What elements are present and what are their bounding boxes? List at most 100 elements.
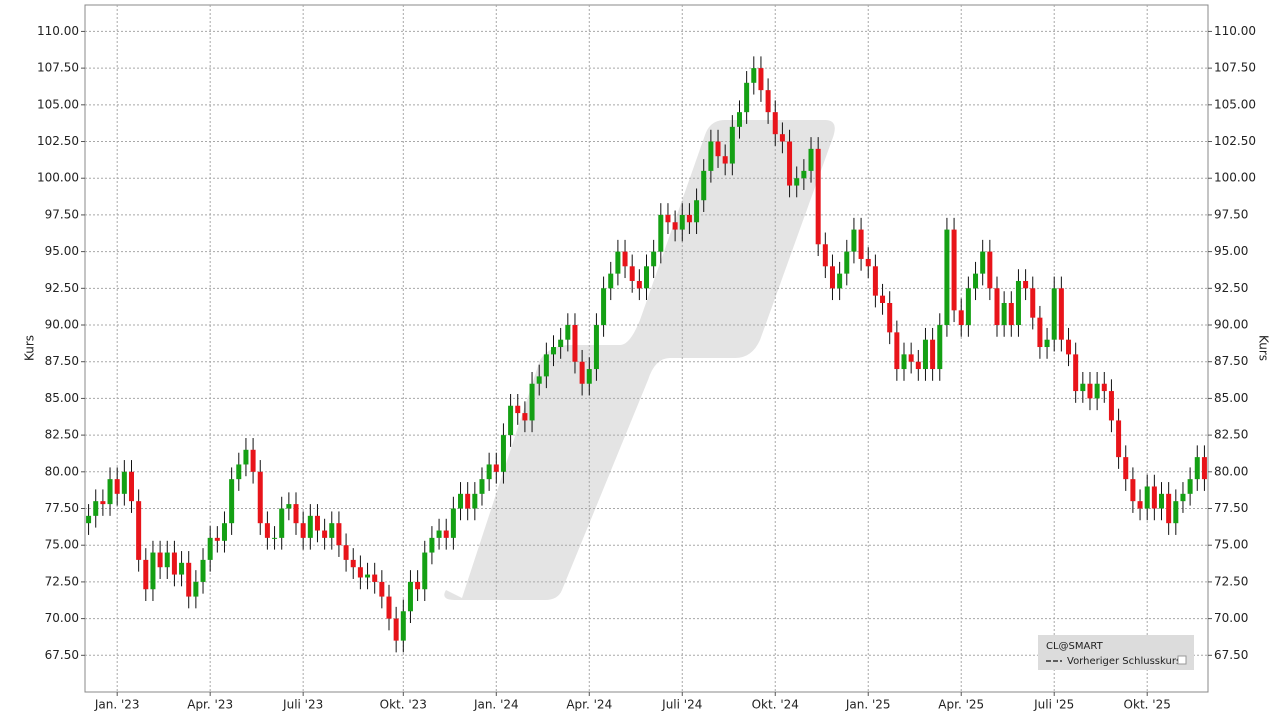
candle-body (128, 471, 134, 502)
candle-body (736, 112, 742, 127)
candle-body (729, 126, 735, 164)
candle-body (114, 479, 120, 494)
candle-body (422, 552, 428, 590)
candle-body (171, 552, 177, 575)
candle-body (1094, 383, 1100, 399)
candle-body (558, 339, 564, 348)
candle-body (973, 273, 979, 289)
x-tick-label: Jan. '24 (473, 698, 519, 712)
y2-tick-label: 110.00 (1214, 24, 1256, 38)
y-tick-label: 110.00 (37, 24, 79, 38)
candle-body (822, 244, 828, 267)
candle-body (93, 501, 99, 516)
candle-body (386, 596, 392, 619)
watermark (444, 120, 835, 600)
candle-body (415, 581, 421, 590)
y-tick-label: 77.50 (45, 501, 79, 515)
candle-body (865, 258, 871, 267)
candle-body (207, 537, 213, 560)
candle-body (880, 295, 886, 303)
y2-tick-label: 102.50 (1214, 134, 1256, 148)
candle-body (1087, 383, 1093, 399)
y2-tick-label: 80.00 (1214, 464, 1248, 478)
y2-tick-label: 70.00 (1214, 611, 1248, 625)
y2-tick-label: 100.00 (1214, 171, 1256, 185)
candle-body (579, 361, 585, 384)
candle-body (744, 82, 750, 113)
candle-body (365, 574, 371, 578)
y2-tick-label: 85.00 (1214, 391, 1248, 405)
candle-body (393, 618, 399, 641)
candle-body (686, 214, 692, 223)
candle-body (708, 141, 714, 171)
x-tick-label: Juli '25 (1033, 698, 1074, 712)
candle-body (837, 273, 843, 289)
y2-axis-label: Kurs (1257, 335, 1271, 361)
x-tick-label: Apr. '24 (566, 698, 612, 712)
candle-body (1116, 420, 1122, 458)
candle-body (286, 504, 292, 509)
candle-body (436, 530, 442, 538)
candle-body (300, 523, 306, 538)
candle-body (715, 141, 721, 157)
y2-tick-label: 75.00 (1214, 538, 1248, 552)
y2-tick-label: 105.00 (1214, 97, 1256, 111)
x-tick-label: Okt. '23 (380, 698, 427, 712)
candle-body (100, 501, 106, 505)
candle-body (1108, 391, 1114, 421)
y-tick-label: 80.00 (45, 464, 79, 478)
candle-body (336, 523, 342, 546)
candle-body (465, 493, 471, 509)
x-tick-label: Jan. '23 (94, 698, 140, 712)
candle-body (701, 170, 707, 201)
y2-tick-label: 95.00 (1214, 244, 1248, 258)
candle-body (930, 339, 936, 370)
candle-body (357, 567, 363, 578)
candle-body (565, 325, 571, 340)
y-tick-label: 97.50 (45, 207, 79, 221)
candle-body (601, 288, 607, 326)
candle-body (679, 214, 685, 230)
candle-body (908, 354, 914, 362)
candle-body (1044, 339, 1050, 348)
y2-tick-label: 92.50 (1214, 281, 1248, 295)
candle-body (615, 251, 621, 274)
candle-body (236, 464, 242, 480)
candle-body (808, 148, 814, 171)
candle-body (779, 134, 785, 142)
candle-body (150, 552, 156, 590)
candle-body (915, 361, 921, 370)
candle-body (179, 562, 185, 575)
legend-checkbox[interactable] (1177, 655, 1187, 665)
candle-body (651, 251, 657, 267)
candle-body (221, 523, 227, 541)
candle-body (622, 251, 628, 267)
candle-body (694, 200, 700, 223)
y2-tick-label: 77.50 (1214, 501, 1248, 515)
candle-body (765, 90, 771, 113)
candle-body (901, 354, 907, 370)
y2-tick-label: 97.50 (1214, 207, 1248, 221)
y-tick-label: 92.50 (45, 281, 79, 295)
candle-body (400, 611, 406, 641)
candle-body (157, 552, 163, 568)
candle-body (958, 310, 964, 326)
candle-body (1037, 317, 1043, 348)
candle-body (272, 537, 278, 539)
candle-body (443, 530, 449, 538)
candle-body (1159, 493, 1165, 509)
candle-body (1058, 288, 1064, 340)
candle-body (107, 479, 113, 505)
x-tick-label: Juli '23 (282, 698, 323, 712)
candle-body (858, 229, 864, 259)
candle-body (1187, 479, 1193, 494)
candle-body (343, 545, 349, 560)
candle-body (944, 229, 950, 326)
candle-body (186, 562, 192, 597)
candle-body (379, 581, 385, 597)
candle-body (787, 141, 793, 186)
candle-body (1173, 501, 1179, 524)
candle-body (636, 280, 642, 289)
candle-body (314, 515, 320, 531)
